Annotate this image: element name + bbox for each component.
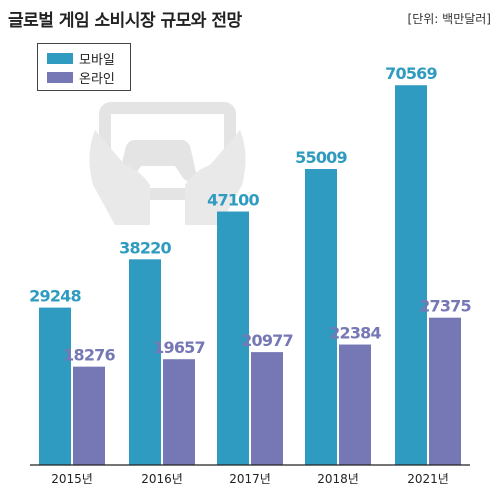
legend-swatch-online — [47, 72, 73, 83]
gamepad-icon — [89, 102, 246, 225]
legend-label-mobile: 모바일 — [79, 53, 115, 68]
bar-mobile-1 — [129, 259, 161, 465]
data-label-online-2: 20977 — [241, 331, 293, 350]
x-tick-label-4: 2021년 — [407, 472, 449, 486]
bar-online-1 — [163, 359, 195, 465]
bar-mobile-4 — [395, 85, 427, 465]
data-label-online-0: 18276 — [63, 346, 115, 365]
bar-mobile-0 — [39, 307, 71, 465]
unit-label: [단위: 백만달러] — [407, 12, 491, 26]
x-tick-label-3: 2018년 — [317, 472, 359, 486]
x-tick-label-2: 2017년 — [229, 472, 271, 486]
bar-online-4 — [429, 317, 461, 465]
data-label-online-1: 19657 — [153, 338, 205, 357]
legend-swatch-mobile — [47, 53, 73, 64]
bar-online-2 — [251, 352, 283, 465]
x-tick-label-0: 2015년 — [51, 472, 93, 486]
data-label-online-4: 27375 — [419, 297, 471, 316]
data-label-online-3: 22384 — [329, 324, 381, 343]
legend-item-mobile: 모바일 — [47, 49, 130, 68]
bar-online-3 — [339, 344, 371, 465]
data-label-mobile-2: 47100 — [207, 191, 259, 210]
x-tick-label-1: 2016년 — [141, 472, 183, 486]
chart-title: 글로벌 게임 소비시장 규모와 전망 — [8, 11, 242, 31]
data-label-mobile-0: 29248 — [29, 287, 81, 306]
legend: 모바일 온라인 — [37, 43, 131, 91]
bar-mobile-2 — [217, 211, 249, 465]
bar-online-0 — [73, 366, 105, 465]
legend-label-online: 온라인 — [79, 72, 115, 87]
bar-mobile-3 — [305, 168, 337, 465]
data-label-mobile-4: 70569 — [385, 64, 437, 83]
data-label-mobile-3: 55009 — [295, 148, 347, 167]
legend-item-online: 온라인 — [47, 68, 130, 87]
data-label-mobile-1: 38220 — [119, 238, 171, 257]
